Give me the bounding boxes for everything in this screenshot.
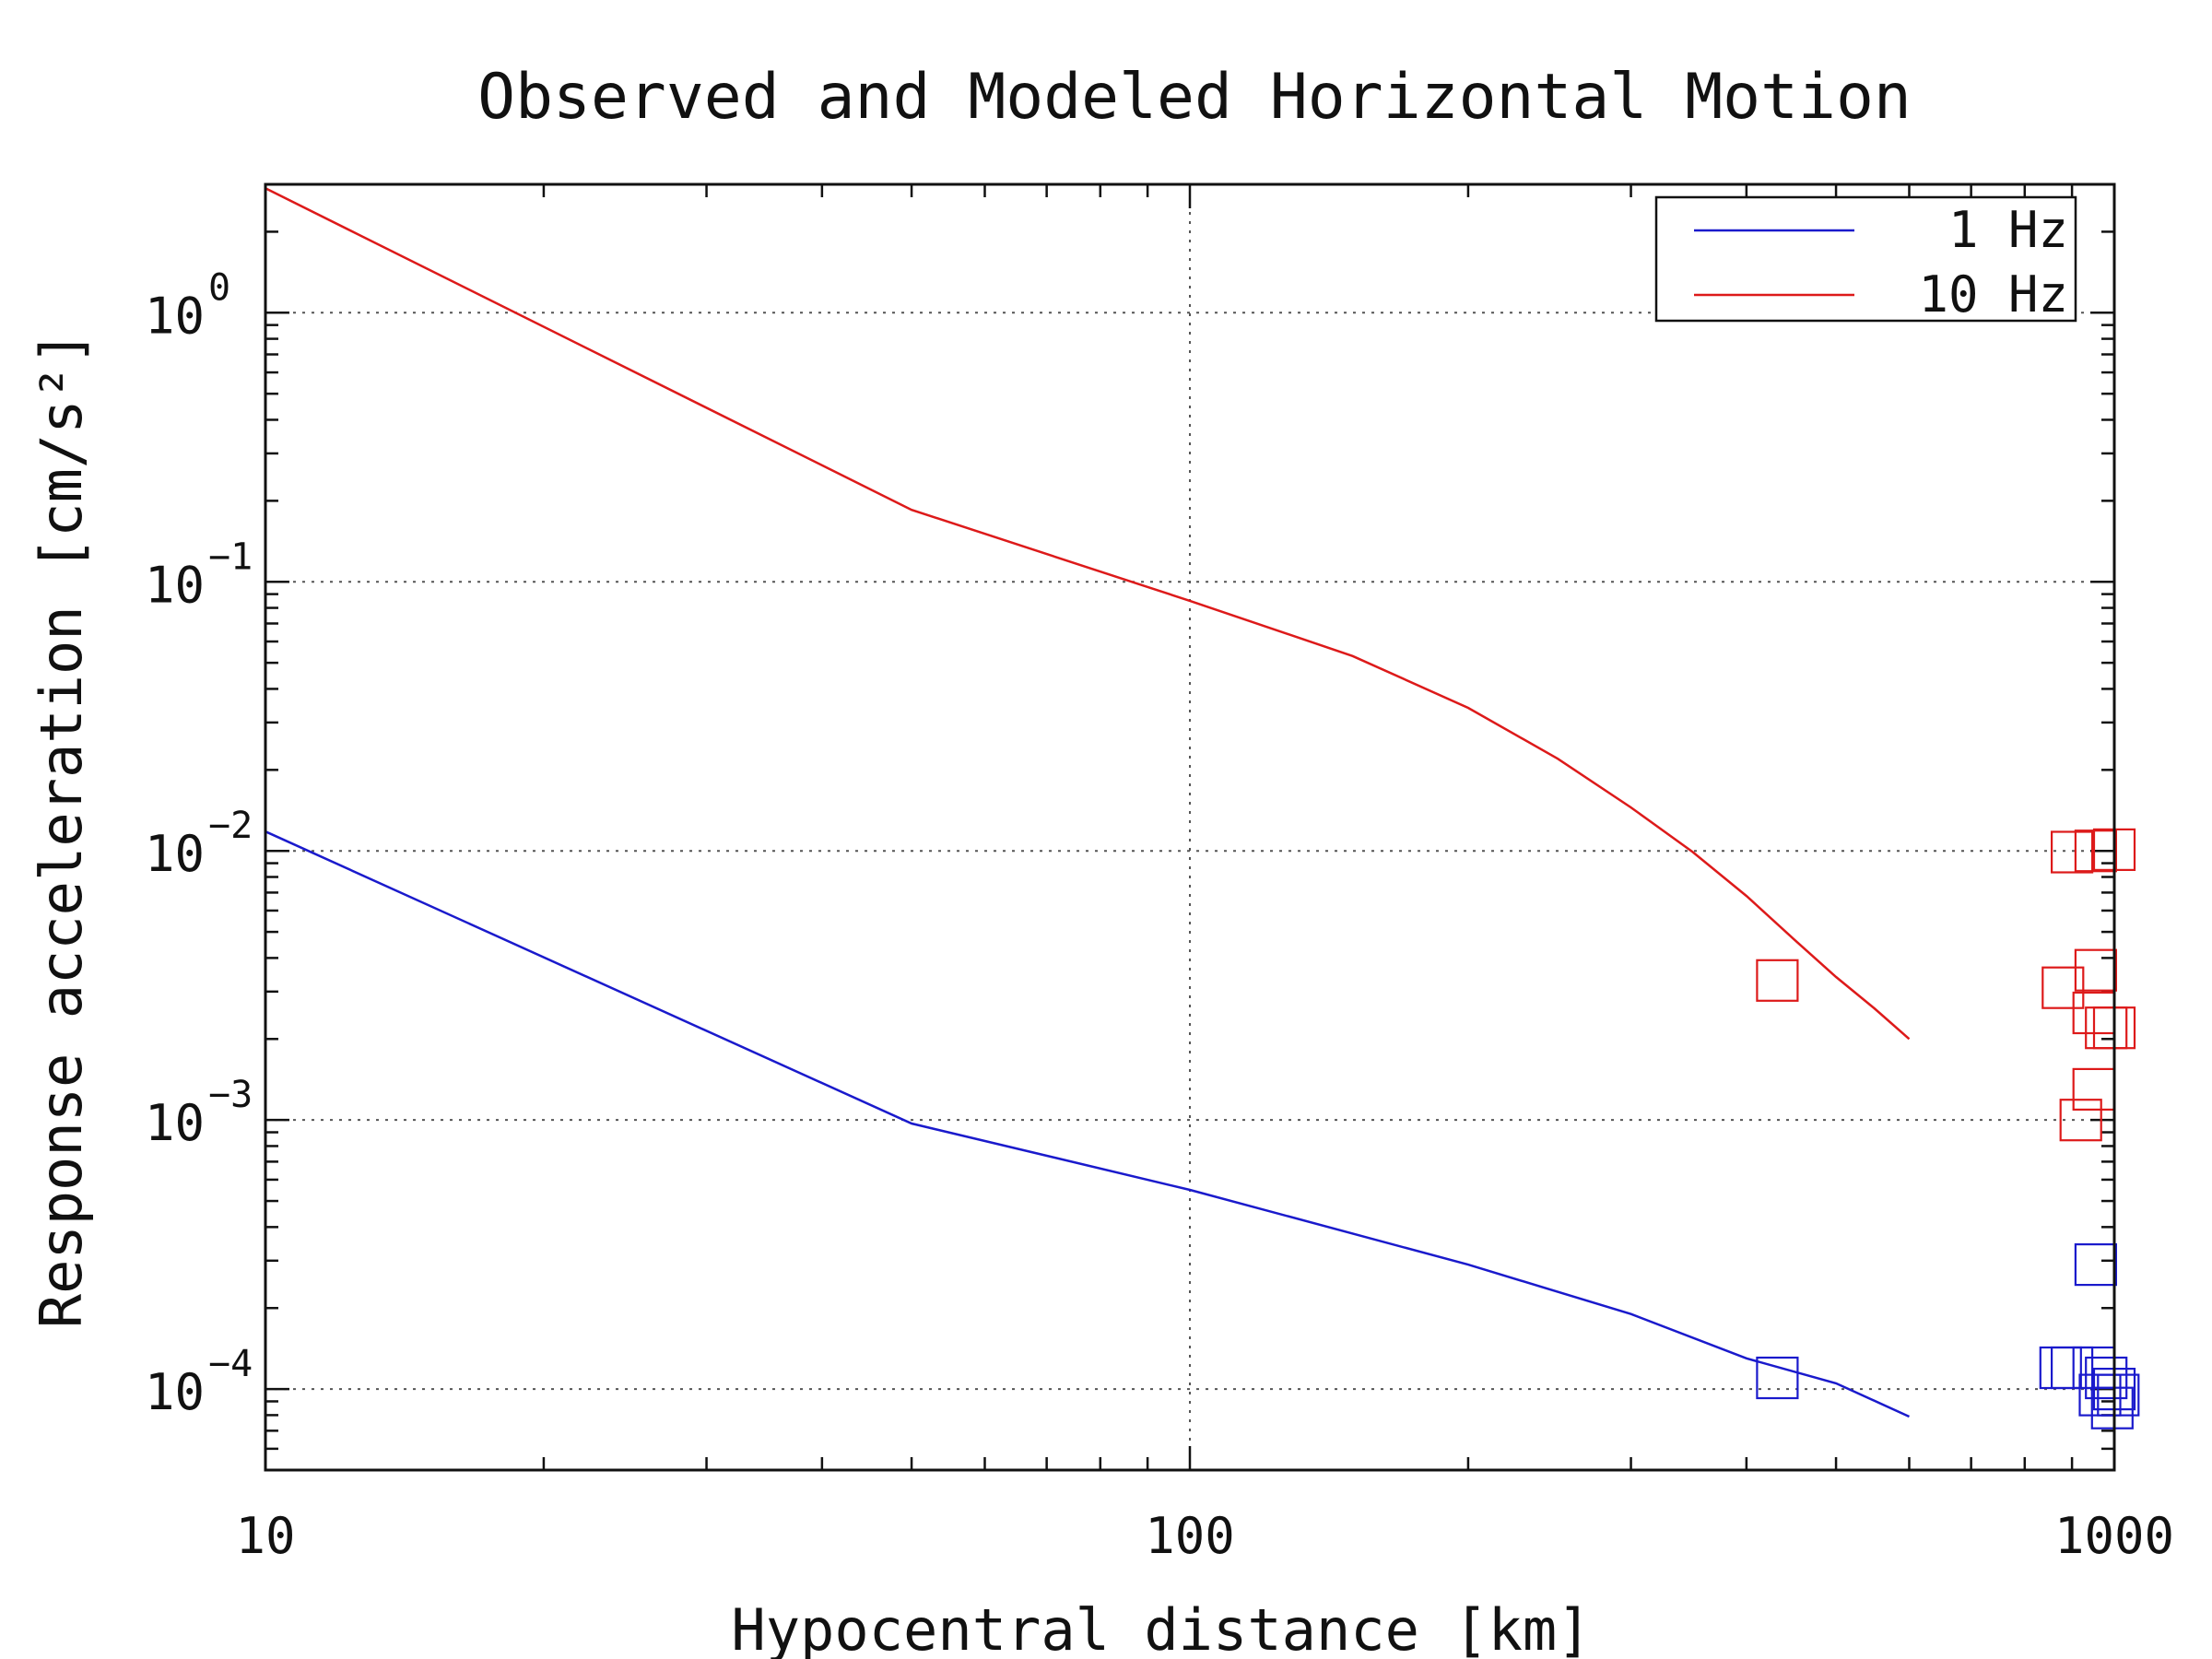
- y-tick-label: 10: [145, 556, 205, 614]
- chart-title: Observed and Modeled Horizontal Motion: [477, 61, 1912, 134]
- y-tick-label: 10: [145, 287, 205, 345]
- observation-point: [2051, 1346, 2094, 1390]
- grid-layer: [265, 184, 2114, 1470]
- observation-point: [2059, 1099, 2102, 1142]
- observation-layer: [1756, 828, 2140, 1430]
- legend-box: [1654, 195, 2077, 323]
- observation-point: [1756, 959, 1799, 1002]
- observation-point: [2051, 830, 2094, 874]
- series-line-10-hz: [265, 187, 1911, 1041]
- x-tick-label: 1000: [2054, 1507, 2174, 1565]
- y-axis-label: Response acceleration [cm/s²]: [28, 331, 95, 1329]
- y-tick-exponent: −1: [208, 535, 253, 578]
- observation-point: [2097, 1373, 2140, 1417]
- observation-point: [2074, 830, 2117, 873]
- tick-layer: [264, 182, 2114, 1472]
- x-axis-label: Hypocentral distance [km]: [731, 1596, 1591, 1659]
- y-tick-exponent: −2: [208, 805, 253, 847]
- observation-point: [2074, 1242, 2117, 1287]
- legend: 1 Hz 10 Hz: [1654, 195, 2077, 324]
- y-tick-label: 10: [145, 1094, 205, 1152]
- y-tick-label: 10: [145, 1363, 205, 1421]
- observation-point: [2039, 1346, 2082, 1390]
- observation-point: [2085, 1356, 2128, 1400]
- observation-point: [1756, 1356, 1799, 1400]
- plot-frame: [264, 182, 2116, 1472]
- observation-point: [2072, 1067, 2115, 1112]
- observation-point: [2090, 1386, 2134, 1430]
- x-tick-label: 10: [235, 1507, 295, 1565]
- x-tick-label: 100: [1145, 1507, 1235, 1565]
- y-tick-exponent: −4: [208, 1343, 253, 1385]
- legend-label: 10 Hz: [1918, 265, 2068, 324]
- y-tick-label: 10: [145, 825, 205, 883]
- observation-point: [2074, 948, 2117, 992]
- legend-label: 1 Hz: [1948, 201, 2068, 259]
- series-layer: [265, 187, 1911, 1418]
- observation-point: [2085, 1006, 2128, 1050]
- series-line-1-hz: [265, 830, 1911, 1418]
- observation-point: [2041, 966, 2085, 1009]
- y-tick-exponent: −3: [208, 1074, 253, 1116]
- y-tick-exponent: 0: [208, 266, 230, 309]
